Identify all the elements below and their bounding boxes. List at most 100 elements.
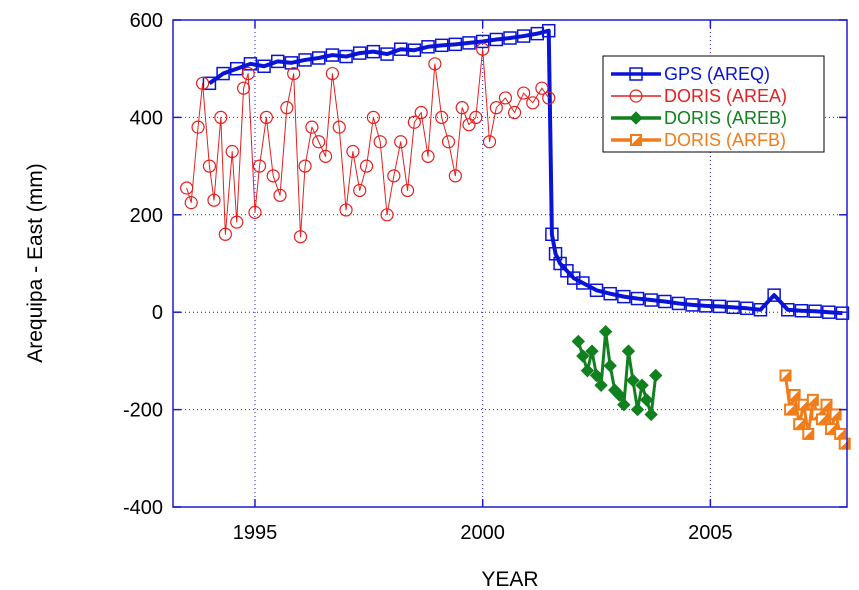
- data-point: [545, 227, 559, 242]
- data-point: [838, 437, 851, 450]
- data-point: [318, 149, 333, 163]
- data-point: [726, 300, 740, 315]
- data-point: [284, 56, 299, 70]
- legend-entry: GPS (AREQ): [611, 64, 770, 84]
- data-point: [462, 118, 476, 132]
- data-point: [603, 359, 617, 373]
- data-point: [639, 393, 654, 407]
- data-point: [191, 120, 205, 134]
- data-point: [287, 66, 301, 81]
- data-point: [560, 264, 574, 278]
- data-point: [400, 183, 415, 198]
- data-point: [387, 169, 401, 183]
- data-point: [793, 418, 806, 431]
- legend: GPS (AREQ)DORIS (AREA)DORIS (AREB)DORIS …: [602, 55, 825, 153]
- legend-entry: DORIS (AREA): [611, 86, 787, 106]
- x-tick-label: 2000: [460, 522, 505, 544]
- data-point-fill: [780, 370, 791, 381]
- data-point: [712, 299, 727, 314]
- data-point: [202, 159, 217, 173]
- data-point: [649, 368, 663, 383]
- data-point-fill: [835, 428, 846, 439]
- data-point: [571, 334, 586, 349]
- data-point: [630, 402, 645, 417]
- data-point: [626, 373, 640, 388]
- data-point: [305, 120, 319, 134]
- data-point: [230, 215, 244, 229]
- x-axis-title: YEAR: [481, 568, 538, 590]
- data-point: [380, 208, 394, 222]
- data-point: [259, 110, 273, 125]
- legend-label: DORIS (ARFB): [664, 130, 786, 150]
- series-2: [571, 324, 663, 422]
- series-1: [180, 42, 556, 244]
- data-point: [312, 135, 326, 149]
- data-point: [257, 59, 271, 74]
- data-point: [435, 110, 449, 125]
- y-tick-label: 0: [152, 302, 163, 324]
- legend-label: DORIS (AREB): [664, 108, 787, 128]
- data-point: [434, 38, 449, 53]
- data-point: [339, 203, 353, 217]
- data-point: [266, 169, 280, 183]
- data-point: [806, 393, 819, 406]
- data-point: [808, 304, 822, 318]
- data-point-fill: [807, 394, 818, 405]
- data-point: [685, 298, 699, 312]
- data-point: [784, 403, 797, 416]
- data-point: [507, 105, 522, 120]
- data-point: [325, 66, 339, 81]
- data-point: [346, 144, 360, 159]
- data-point: [829, 408, 842, 421]
- data-point: [359, 159, 374, 173]
- series-layer: [180, 23, 851, 450]
- data-point: [230, 61, 244, 76]
- data-point-fill: [826, 424, 837, 435]
- data-point: [373, 135, 387, 149]
- data-point: [353, 183, 367, 198]
- data-point: [503, 31, 517, 45]
- data-point-fill: [785, 404, 796, 415]
- data-point: [243, 57, 258, 71]
- data-point: [407, 115, 421, 129]
- data-point: [498, 91, 513, 105]
- data-point: [280, 101, 294, 115]
- data-point: [196, 76, 210, 90]
- data-point-fill: [794, 419, 805, 430]
- data-point: [469, 110, 483, 125]
- data-point: [541, 23, 556, 38]
- data-point: [526, 96, 540, 110]
- data-point: [462, 36, 476, 50]
- data-point: [603, 286, 617, 301]
- data-point: [822, 305, 836, 319]
- data-point: [548, 247, 563, 261]
- data-point: [542, 91, 556, 105]
- data-point: [617, 289, 631, 304]
- data-point: [835, 306, 850, 320]
- data-point: [475, 34, 490, 49]
- data-point: [184, 196, 198, 210]
- data-point: [567, 271, 581, 285]
- tick-layer: [173, 19, 847, 508]
- series-0: [202, 23, 850, 320]
- data-point: [580, 363, 595, 378]
- data-point: [380, 47, 394, 61]
- data-point: [218, 227, 232, 241]
- data-point: [779, 369, 792, 382]
- data-point: [699, 299, 713, 313]
- legend-marker: [629, 111, 643, 125]
- data-point: [482, 135, 497, 149]
- data-point: [781, 303, 795, 317]
- data-point: [658, 294, 672, 309]
- data-point-fill: [816, 414, 827, 425]
- data-point-fill: [789, 389, 800, 400]
- data-point: [216, 66, 230, 81]
- data-point: [612, 388, 627, 402]
- legend-entry: DORIS (AREB): [611, 108, 787, 128]
- data-point-fill: [821, 399, 832, 410]
- y-axis-title: Arequipa - East (mm): [24, 163, 47, 363]
- data-point: [644, 293, 658, 307]
- data-point: [236, 81, 251, 95]
- data-point: [535, 81, 549, 95]
- data-point-fill: [798, 399, 809, 410]
